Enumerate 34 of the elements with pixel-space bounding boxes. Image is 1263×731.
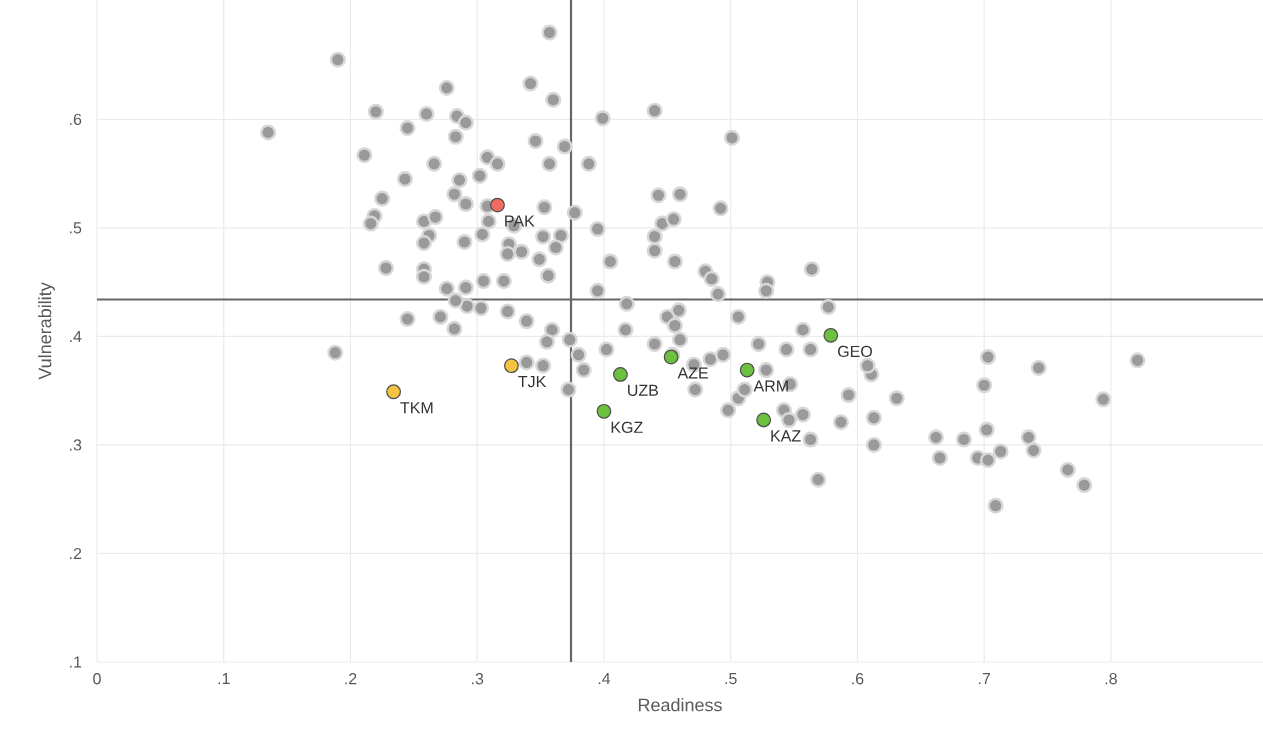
- point: [613, 367, 628, 382]
- y-tick-label: .6: [70, 113, 82, 126]
- point: [739, 362, 755, 378]
- x-tick-label: .7: [978, 673, 991, 685]
- point: [386, 384, 401, 400]
- y-tick-label: .2: [70, 547, 82, 560]
- annotation: TKM: [400, 402, 433, 414]
- y-axis-title: Vulnerability: [38, 282, 55, 380]
- point: [823, 327, 839, 343]
- y-tick-label: .4: [70, 330, 82, 342]
- annotation: TJK: [518, 376, 547, 388]
- annotation: ARM: [753, 380, 788, 392]
- annotation: KAZ: [771, 430, 801, 442]
- x-tick-label: .1: [218, 673, 230, 685]
- point: [490, 197, 505, 213]
- y-tick-label: .1: [70, 656, 82, 668]
- annotation: AZE: [677, 367, 708, 379]
- x-axis-title: Readiness: [638, 698, 722, 712]
- annotation: UZB: [628, 384, 658, 396]
- annotation: GEO: [838, 345, 872, 358]
- x-tick-label: .5: [725, 673, 737, 685]
- point: [596, 403, 612, 419]
- annotation: KGZ: [611, 421, 643, 434]
- x-tick-label: .3: [472, 673, 484, 685]
- x-tick-label: 0: [93, 673, 101, 685]
- x-tick-label: .4: [598, 673, 611, 685]
- annotation: PAK: [505, 215, 535, 227]
- y-tick-label: .5: [70, 222, 82, 234]
- x-tick-label: .2: [345, 673, 357, 685]
- x-tick-label: .6: [852, 673, 864, 685]
- x-tick-label: .8: [1105, 673, 1117, 685]
- point: [756, 412, 772, 428]
- point: [504, 358, 519, 374]
- y-tick-label: .3: [70, 439, 82, 451]
